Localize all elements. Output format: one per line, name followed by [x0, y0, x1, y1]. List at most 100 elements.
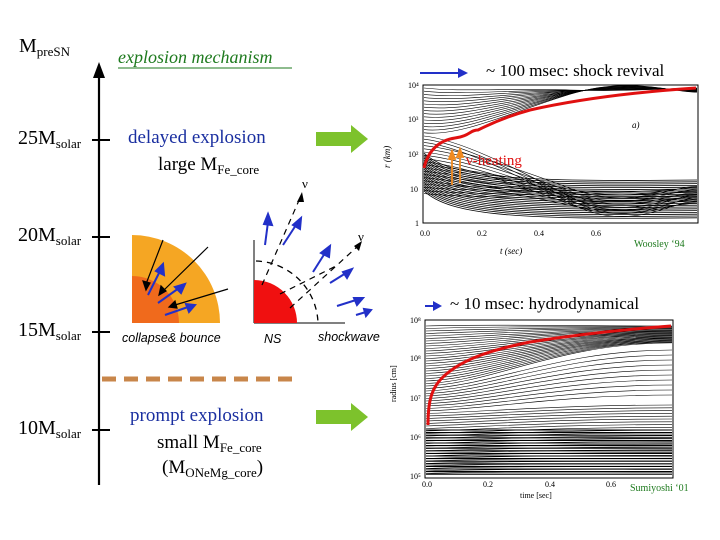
caption-bottom: ~ 10 msec: hydrodynamical [450, 294, 639, 313]
mass-shell-trajectory [425, 359, 673, 394]
ylabel-bottom: radius [cm] [389, 365, 398, 402]
mass-shell-trajectory [425, 410, 673, 419]
mass-shell-trajectory [423, 170, 698, 199]
small-mfe-main: small M [157, 432, 220, 453]
mass-shell-trajectory [425, 326, 673, 329]
axis-label-main: M [19, 35, 37, 57]
mass-shell-trajectory [425, 327, 673, 332]
heating-label: ν-heating [466, 153, 522, 169]
mass-shell-trajectory [425, 404, 673, 414]
credit-bottom: Sumiyoshi ‘01 [630, 483, 689, 494]
plot-top: ~ 100 msec: shock revival ν-heating a) 1… [382, 61, 699, 256]
ytick-bottom: 10⁸ [410, 354, 421, 363]
mass-shell-trajectory [425, 332, 673, 349]
xtick-top: 0.4 [534, 229, 544, 238]
mass-shell-trajectory [423, 152, 698, 181]
large-mfe-core: large MFe_core [158, 154, 259, 178]
ns-diagram [253, 192, 373, 324]
neutrino-label-2: ν [358, 229, 364, 244]
mass-shell-trajectory [425, 340, 673, 379]
mass-shell-trajectory [423, 183, 698, 212]
inner-core [132, 276, 179, 323]
mass-shell-trajectory [423, 167, 698, 196]
ytick-bottom: 10⁷ [410, 394, 421, 403]
caption-arrow-bottom [425, 301, 442, 311]
caption-arrow-top [420, 68, 468, 78]
mass-shell-trajectory [423, 174, 698, 203]
mass-axis-arrowhead [93, 62, 105, 78]
tick-label-main: 25M [18, 127, 56, 149]
tick-label-main: 10M [18, 417, 56, 439]
mass-shell-trajectory [425, 349, 673, 389]
mass-shell-trajectory [425, 335, 673, 362]
mass-shell-trajectory [425, 324, 673, 327]
mass-shell-trajectory [425, 418, 673, 427]
mass-shell-trajectory [423, 163, 698, 192]
mass-shell-trajectory [425, 415, 673, 424]
ytick-bottom: 10⁸ [410, 316, 421, 325]
ylabel-top: r (km) [382, 146, 392, 168]
xtick-top: 0.6 [591, 229, 601, 238]
shock-curve-bottom [426, 324, 672, 426]
mass-shell-trajectory [425, 341, 673, 382]
ytick-top: 10 [410, 185, 418, 194]
mass-shell-trajectory [423, 177, 698, 207]
mass-shell-trajectory [425, 389, 673, 409]
mass-shell-trajectory [423, 181, 698, 210]
tick-label-15: 15Msolar [18, 319, 81, 344]
tick-label-main: 20M [18, 224, 56, 246]
ytick-top: 10⁴ [408, 81, 419, 90]
tick-label-20: 20Msolar [18, 224, 81, 249]
small-mfe-sub: Fe_core [219, 440, 262, 455]
xtick-bottom: 0.2 [483, 480, 493, 489]
mass-shell-trajectory [425, 334, 673, 359]
ytick-top: 10³ [408, 115, 419, 124]
tick-label-25: 25Msolar [18, 127, 81, 152]
green-arrow-delayed [316, 125, 368, 153]
tick-label-sub: solar [55, 136, 82, 151]
mass-shell-trajectory [423, 176, 698, 205]
mass-shell-trajectory [423, 185, 698, 214]
ytick-bottom: 10⁶ [410, 433, 421, 442]
xtick-bottom: 0.0 [422, 480, 432, 489]
oneMg-core: (MONeMg_core) [162, 457, 263, 481]
mass-shell-trajectory [425, 379, 673, 404]
ns-label: NS [264, 332, 282, 346]
mass-shell-trajectory [425, 342, 673, 387]
mass-shell-trajectory [423, 154, 698, 183]
small-mfe-core: small MFe_core [157, 432, 262, 456]
tick-label-main: 15M [18, 319, 56, 341]
mass-shell-trajectory [423, 172, 698, 201]
oneMg-close: ) [256, 457, 264, 478]
plot-bottom-lines [425, 324, 673, 475]
neutrino-label-1: ν [302, 176, 308, 191]
mass-shell-trajectory [425, 384, 673, 407]
mass-shell-trajectory [423, 186, 698, 216]
mass-shell-trajectory [425, 364, 673, 397]
mass-shell-trajectory [423, 156, 698, 185]
mass-shell-trajectory [423, 179, 698, 208]
mass-shell-trajectory [425, 421, 673, 429]
tick-label-sub: solar [55, 426, 82, 441]
tick-label-10: 10Msolar [18, 417, 81, 442]
caption-top: ~ 100 msec: shock revival [486, 61, 664, 80]
mass-shell-trajectory [423, 158, 698, 187]
panel-tag: a) [632, 120, 640, 130]
mass-shell-trajectory [425, 394, 673, 412]
plot-bottom: ~ 10 msec: hydrodynamical 10⁸ 10⁸ 10⁷ 10… [389, 294, 689, 500]
mass-shell-trajectory [425, 337, 673, 369]
xlabel-bottom: time [sec] [520, 491, 552, 500]
heading-explosion-mechanism: explosion mechanism [118, 47, 273, 67]
neutron-star [254, 280, 297, 323]
mass-shell-trajectory [425, 374, 673, 402]
mass-shell-trajectory [423, 161, 698, 190]
xtick-top: 0.0 [420, 229, 430, 238]
mass-shell-trajectory [425, 407, 673, 417]
ytick-bottom: 10⁵ [410, 472, 421, 481]
xtick-top: 0.2 [477, 229, 487, 238]
mass-shell-trajectory [425, 330, 673, 344]
mass-shell-trajectory [423, 188, 698, 217]
axis-label-sub: preSN [36, 44, 71, 59]
mass-shell-trajectory [423, 190, 698, 219]
